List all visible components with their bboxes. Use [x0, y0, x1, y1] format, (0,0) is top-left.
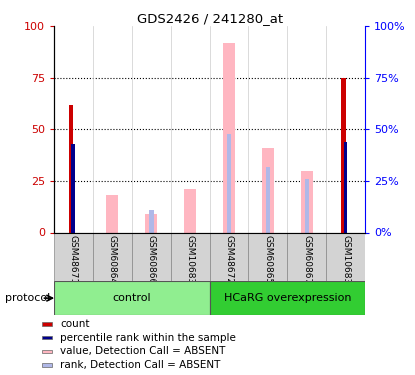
Bar	[42, 336, 52, 339]
Text: percentile rank within the sample: percentile rank within the sample	[60, 333, 236, 343]
Text: GSM106834: GSM106834	[186, 235, 195, 290]
Text: HCaRG overexpression: HCaRG overexpression	[224, 293, 351, 303]
Bar	[71, 144, 75, 232]
Bar	[344, 142, 347, 232]
Bar	[223, 43, 235, 232]
Text: protocol: protocol	[5, 293, 50, 303]
Bar	[42, 322, 52, 326]
Text: GSM60867: GSM60867	[303, 235, 311, 284]
Bar	[305, 179, 309, 232]
Bar	[262, 148, 274, 232]
Bar	[69, 105, 73, 232]
Text: GSM48672: GSM48672	[225, 235, 234, 284]
Bar	[54, 232, 93, 281]
Text: rank, Detection Call = ABSENT: rank, Detection Call = ABSENT	[60, 360, 220, 370]
Bar	[287, 232, 326, 281]
Text: GSM106835: GSM106835	[341, 235, 350, 290]
Title: GDS2426 / 241280_at: GDS2426 / 241280_at	[137, 12, 283, 25]
Bar	[227, 134, 232, 232]
Bar	[93, 232, 132, 281]
Bar	[149, 210, 154, 232]
Bar	[42, 350, 52, 353]
Text: count: count	[60, 319, 90, 329]
Bar	[341, 78, 346, 232]
Bar	[210, 281, 365, 315]
Bar	[184, 189, 196, 232]
Text: GSM60866: GSM60866	[147, 235, 156, 284]
Bar	[326, 232, 365, 281]
Bar	[266, 166, 270, 232]
Bar	[132, 232, 171, 281]
Bar	[42, 363, 52, 366]
Bar	[210, 232, 249, 281]
Text: control: control	[112, 293, 151, 303]
Text: GSM60865: GSM60865	[264, 235, 272, 284]
Bar	[171, 232, 210, 281]
Bar	[107, 195, 118, 232]
Bar	[54, 281, 210, 315]
Text: value, Detection Call = ABSENT: value, Detection Call = ABSENT	[60, 346, 225, 356]
Text: GSM48671: GSM48671	[69, 235, 78, 284]
Text: GSM60864: GSM60864	[108, 235, 117, 284]
Bar	[301, 171, 312, 232]
Bar	[145, 214, 157, 232]
Bar	[249, 232, 287, 281]
